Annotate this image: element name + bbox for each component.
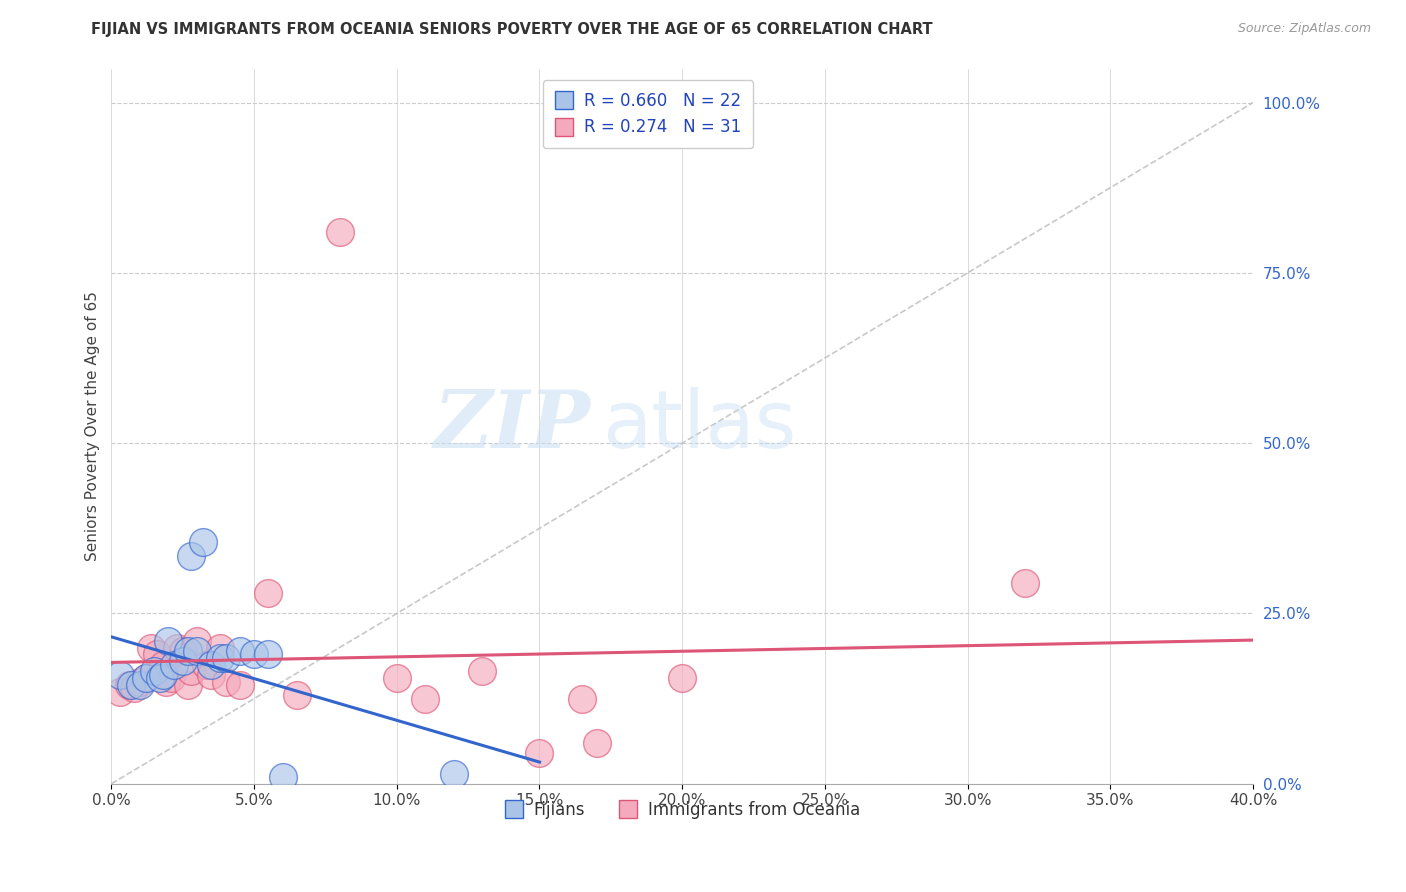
Point [208, 650, 231, 665]
Point [415, 691, 437, 706]
Point [229, 644, 252, 658]
Point [214, 674, 236, 689]
Text: atlas: atlas [602, 387, 797, 465]
Legend: Fijians, Immigrants from Oceania: Fijians, Immigrants from Oceania [496, 794, 868, 825]
Point [122, 681, 145, 696]
Point [671, 671, 693, 685]
Text: ZIP: ZIP [434, 387, 591, 465]
Point [471, 665, 494, 679]
Point [149, 671, 172, 685]
Point [157, 633, 180, 648]
Point [257, 586, 280, 600]
Point [186, 633, 208, 648]
Point [129, 678, 152, 692]
Point [177, 678, 200, 692]
Point [1014, 575, 1036, 590]
Point [180, 549, 202, 563]
Point [194, 657, 217, 672]
Point [163, 657, 186, 672]
Point [208, 640, 231, 655]
Text: FIJIAN VS IMMIGRANTS FROM OCEANIA SENIORS POVERTY OVER THE AGE OF 65 CORRELATION: FIJIAN VS IMMIGRANTS FROM OCEANIA SENIOR… [91, 22, 934, 37]
Point [385, 671, 408, 685]
Point [155, 674, 177, 689]
Point [135, 671, 157, 685]
Point [172, 644, 194, 658]
Point [186, 644, 208, 658]
Point [257, 648, 280, 662]
Point [166, 640, 188, 655]
Point [329, 225, 352, 239]
Point [229, 678, 252, 692]
Point [117, 678, 139, 692]
Point [108, 667, 131, 681]
Point [571, 691, 593, 706]
Point [200, 657, 222, 672]
Point [108, 685, 131, 699]
Text: Source: ZipAtlas.com: Source: ZipAtlas.com [1237, 22, 1371, 36]
Point [191, 535, 214, 549]
Point [129, 674, 152, 689]
Point [285, 688, 308, 702]
Point [160, 671, 183, 685]
Point [180, 665, 202, 679]
Point [120, 678, 142, 692]
Point [152, 667, 174, 681]
Point [146, 648, 169, 662]
Point [271, 770, 294, 784]
Point [214, 650, 236, 665]
Point [152, 657, 174, 672]
Y-axis label: Seniors Poverty Over the Age of 65: Seniors Poverty Over the Age of 65 [86, 291, 100, 561]
Point [443, 766, 465, 780]
Point [177, 644, 200, 658]
Point [143, 665, 166, 679]
Point [585, 736, 607, 750]
Point [529, 746, 551, 760]
Point [172, 654, 194, 668]
Point [200, 667, 222, 681]
Point [141, 640, 163, 655]
Point [135, 671, 157, 685]
Point [243, 648, 266, 662]
